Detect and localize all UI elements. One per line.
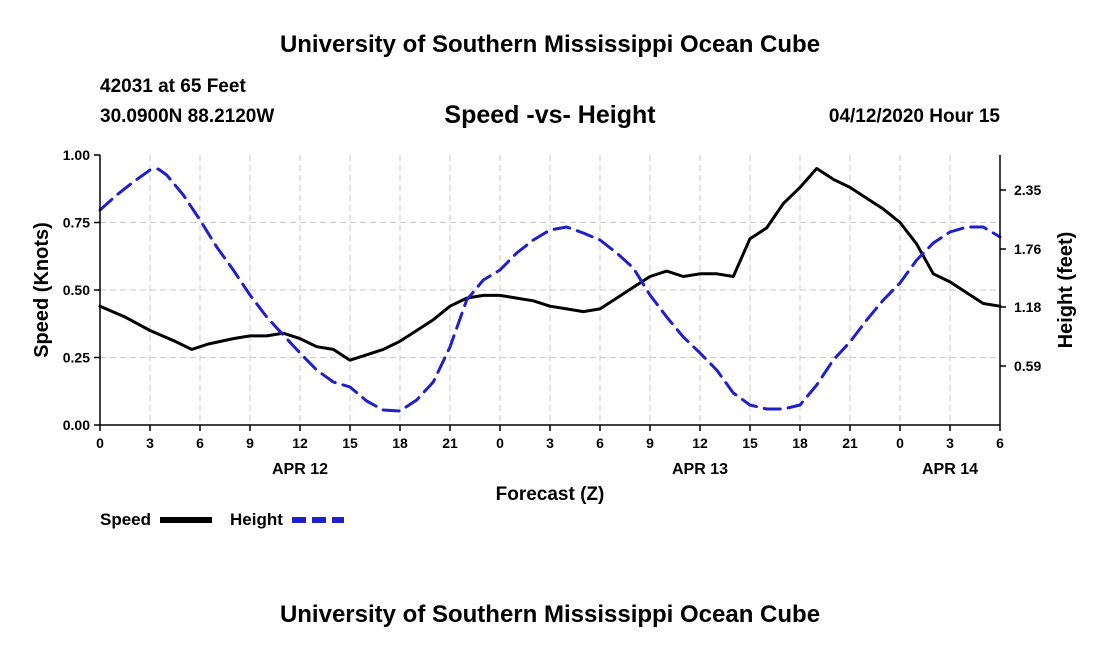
x-tick-label: 15 <box>742 435 758 451</box>
axes <box>94 154 1006 431</box>
x-tick-label: 0 <box>496 435 504 451</box>
bottom-title: University of Southern Mississippi Ocean… <box>279 601 821 628</box>
series-line-height <box>98 167 1002 413</box>
y-tick-label: 0.50 <box>63 282 90 298</box>
x-tick-label: 18 <box>792 435 808 451</box>
legend-height-label: Height <box>230 510 283 529</box>
tick-labels: 0 3 6 9 12 15 18 21 0 3 6 9 12 15 18 21 0 3 6 0.00 0.25 0.50 0… <box>63 147 1042 478</box>
x-tick-label: 18 <box>392 435 408 451</box>
date-label: APR 13 <box>672 461 728 478</box>
x-tick-label: 9 <box>646 435 654 451</box>
x-tick-label: 21 <box>842 435 858 451</box>
x-tick-label: 9 <box>246 435 254 451</box>
y2-tick-label: 0.59 <box>1014 358 1041 374</box>
series-layer <box>98 167 1002 413</box>
y2-tick-label: 2.35 <box>1014 182 1041 198</box>
series-line-speed <box>98 167 1002 362</box>
x-tick-label: 15 <box>342 435 358 451</box>
x-tick-label: 0 <box>96 435 104 451</box>
x-tick-label: 0 <box>896 435 904 451</box>
coordinates-label: 30.0900N 88.2120W <box>100 106 275 127</box>
x-tick-label: 3 <box>946 435 954 451</box>
date-hour-label: 04/12/2020 Hour 15 <box>828 106 1000 127</box>
x-tick-label: 12 <box>292 435 308 451</box>
date-label: APR 14 <box>922 461 978 478</box>
y-tick-label: 0.25 <box>63 350 90 366</box>
chart-title: Speed -vs- Height <box>444 101 656 129</box>
y-tick-label: 0.75 <box>63 215 90 231</box>
y-tick-label: 0.00 <box>63 417 90 433</box>
station-label: 42031 at 65 Feet <box>100 76 246 97</box>
top-title: University of Southern Mississippi Ocean… <box>279 31 821 58</box>
x-tick-label: 6 <box>596 435 604 451</box>
grid <box>100 155 1000 425</box>
y2-tick-label: 1.76 <box>1014 241 1041 257</box>
y2-axis-label: Height (feet) <box>1055 232 1077 349</box>
legend: Speed Height <box>100 510 344 529</box>
legend-speed-label: Speed <box>100 510 151 529</box>
x-tick-label: 3 <box>546 435 554 451</box>
date-label: APR 12 <box>272 461 328 478</box>
x-tick-label: 12 <box>692 435 708 451</box>
x-axis-label: Forecast (Z) <box>496 484 605 505</box>
y-axis-label: Speed (Knots) <box>31 222 53 358</box>
y-tick-label: 1.00 <box>63 147 90 163</box>
x-tick-label: 3 <box>146 435 154 451</box>
x-tick-label: 6 <box>996 435 1004 451</box>
x-tick-label: 6 <box>196 435 204 451</box>
x-tick-label: 21 <box>442 435 458 451</box>
y2-tick-label: 1.18 <box>1014 299 1041 315</box>
